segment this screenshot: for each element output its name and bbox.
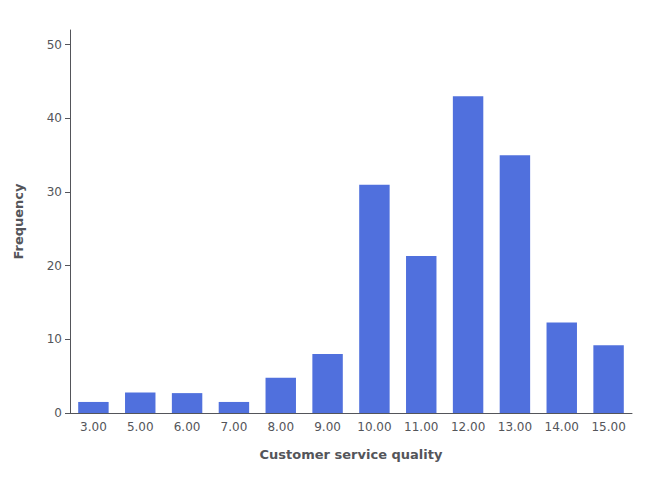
svg-text:30: 30 [47, 185, 62, 199]
svg-text:50: 50 [47, 38, 62, 52]
svg-text:8.00: 8.00 [267, 420, 294, 434]
svg-text:3.00: 3.00 [80, 420, 107, 434]
svg-text:11.00: 11.00 [404, 420, 438, 434]
svg-text:6.00: 6.00 [174, 420, 201, 434]
svg-text:15.00: 15.00 [591, 420, 625, 434]
svg-text:7.00: 7.00 [221, 420, 248, 434]
svg-text:20: 20 [47, 259, 62, 273]
svg-text:12.00: 12.00 [451, 420, 485, 434]
svg-text:40: 40 [47, 111, 62, 125]
svg-text:Customer service quality: Customer service quality [260, 447, 443, 462]
svg-text:9.00: 9.00 [314, 420, 341, 434]
svg-text:5.00: 5.00 [127, 420, 154, 434]
svg-text:0: 0 [54, 406, 62, 420]
svg-text:13.00: 13.00 [498, 420, 532, 434]
svg-text:14.00: 14.00 [545, 420, 579, 434]
svg-text:Frequency: Frequency [11, 183, 26, 260]
svg-text:10: 10 [47, 332, 62, 346]
svg-text:10.00: 10.00 [357, 420, 391, 434]
